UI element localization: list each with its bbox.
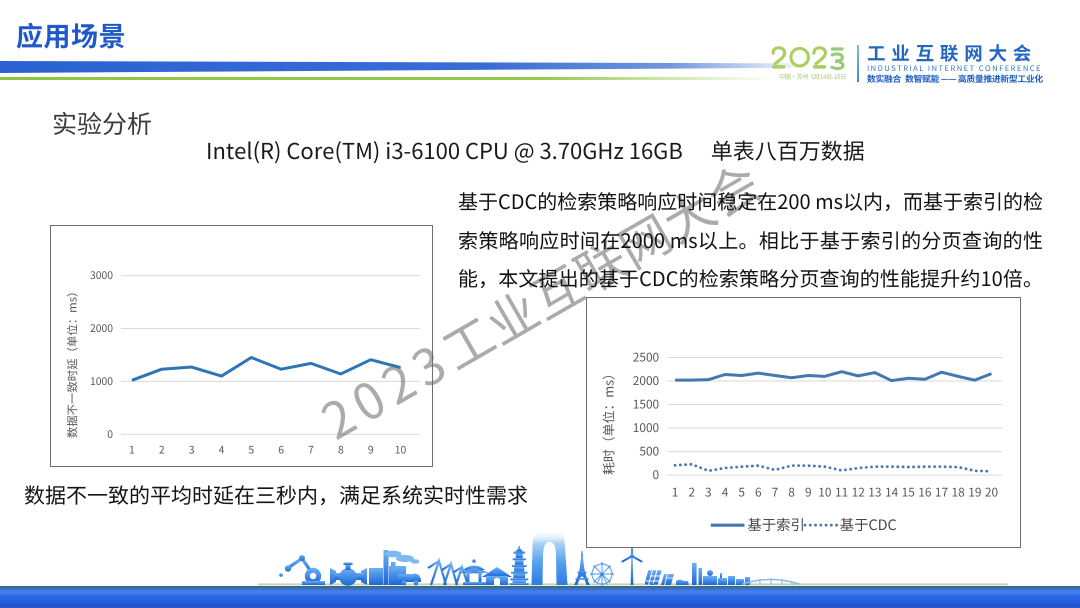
svg-text:2: 2	[159, 442, 165, 457]
svg-text:20: 20	[985, 483, 998, 500]
svg-text:13: 13	[868, 483, 881, 500]
svg-text:9: 9	[368, 442, 374, 457]
svg-text:6: 6	[278, 442, 284, 457]
svg-text:18: 18	[952, 483, 966, 500]
svg-text:基于CDC: 基于CDC	[840, 514, 897, 535]
svg-text:7: 7	[772, 483, 779, 500]
svg-text:0: 0	[653, 466, 660, 483]
svg-text:2500: 2500	[633, 349, 659, 366]
svg-text:1000: 1000	[90, 373, 113, 388]
svg-text:16: 16	[918, 483, 932, 500]
svg-text:17: 17	[935, 483, 949, 500]
svg-text:2000: 2000	[633, 372, 659, 389]
svg-text:12: 12	[852, 483, 865, 500]
svg-text:耗时（单位：ms）: 耗时（单位：ms）	[599, 367, 618, 475]
svg-text:3: 3	[189, 442, 195, 457]
svg-text:0: 0	[107, 426, 113, 441]
svg-text:5: 5	[248, 442, 254, 457]
svg-text:6: 6	[755, 483, 762, 500]
svg-text:1: 1	[672, 483, 679, 500]
svg-text:4: 4	[219, 442, 225, 457]
svg-text:基于索引: 基于索引	[747, 514, 805, 535]
svg-text:19: 19	[968, 483, 981, 500]
svg-text:1: 1	[129, 442, 135, 457]
svg-text:3000: 3000	[90, 267, 113, 282]
svg-text:2000: 2000	[90, 320, 113, 335]
svg-text:7: 7	[308, 442, 314, 457]
svg-text:10: 10	[818, 483, 831, 500]
svg-text:10: 10	[395, 442, 407, 457]
svg-text:500: 500	[639, 443, 659, 460]
svg-text:数据不一致时延（单位：ms）: 数据不一致时延（单位：ms）	[64, 286, 80, 439]
svg-text:9: 9	[805, 483, 812, 500]
svg-text:14: 14	[885, 483, 899, 500]
svg-text:1000: 1000	[633, 419, 659, 436]
svg-text:3: 3	[705, 483, 712, 500]
svg-text:8: 8	[788, 483, 795, 500]
svg-text:1500: 1500	[633, 396, 659, 413]
svg-text:2: 2	[688, 483, 695, 500]
svg-text:5: 5	[738, 483, 745, 500]
svg-text:8: 8	[338, 442, 344, 457]
svg-text:4: 4	[722, 483, 729, 500]
svg-text:15: 15	[902, 483, 915, 500]
svg-text:11: 11	[835, 483, 848, 500]
